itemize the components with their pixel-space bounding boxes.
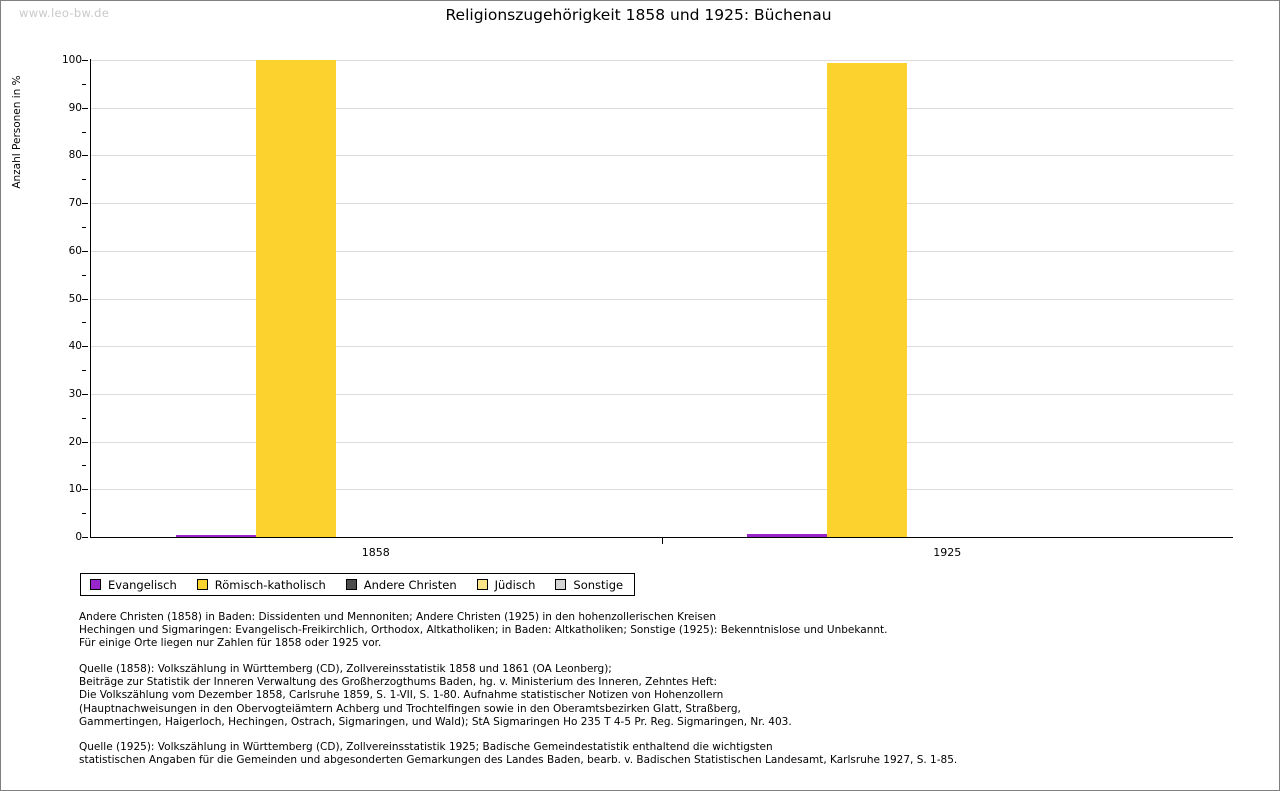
- gridline: [90, 60, 1233, 61]
- legend-item-r-misch-katholisch[interactable]: Römisch-katholisch: [196, 577, 326, 592]
- y-tick-label: 0: [75, 531, 82, 543]
- y-tick-minor: [82, 83, 86, 85]
- bar-1858-r-misch-katholisch: [255, 60, 336, 537]
- legend-label: Römisch-katholisch: [214, 577, 326, 592]
- plot-area: [90, 60, 1233, 538]
- legend-swatch-icon: [555, 579, 567, 590]
- chart-legend: Evangelisch Römisch-katholisch Andere Chri…: [80, 573, 636, 596]
- gridline: [90, 393, 1233, 395]
- x-axis-tick-labels: 1858 1925: [90, 538, 1233, 562]
- y-tick-major: [82, 298, 88, 300]
- gridline: [90, 250, 1233, 252]
- gridline: [90, 346, 1233, 348]
- legend-item-andere-christen[interactable]: Andere Christen: [345, 577, 457, 592]
- x-tick-label-1925: 1925: [933, 546, 962, 559]
- y-tick-label: 60: [68, 244, 82, 257]
- x-tick-separator: [661, 538, 663, 544]
- gridline: [90, 203, 1233, 205]
- y-tick-major: [82, 489, 88, 491]
- y-tick-minor: [82, 322, 86, 324]
- bar-1858-evangelisch: [175, 535, 256, 537]
- y-tick-major: [82, 537, 88, 538]
- y-tick-minor: [82, 370, 86, 372]
- legend-swatch-icon: [90, 579, 101, 590]
- y-tick-minor: [82, 465, 86, 467]
- footnote-source-1925: Quelle (1925): Volkszählung in Württembe…: [79, 741, 958, 767]
- y-tick-label: 70: [68, 197, 82, 210]
- y-tick-minor: [82, 417, 86, 419]
- y-tick-label: 90: [68, 101, 82, 114]
- legend-item-j-disch[interactable]: Jüdisch: [476, 577, 536, 592]
- legend-label: Jüdisch: [494, 577, 536, 592]
- y-tick-minor: [82, 131, 86, 133]
- legend-label: Evangelisch: [108, 577, 177, 592]
- y-tick-major: [82, 155, 88, 157]
- y-tick-major: [82, 346, 88, 348]
- x-axis-line: [90, 537, 1233, 538]
- y-tick-label: 80: [68, 149, 82, 162]
- y-tick-label: 10: [68, 483, 82, 496]
- legend-label: Sonstige: [573, 577, 624, 592]
- gridline: [90, 441, 1233, 443]
- gridline: [90, 489, 1233, 491]
- y-tick-major: [82, 250, 88, 252]
- y-axis-line: [90, 59, 91, 538]
- y-tick-label: 30: [68, 387, 82, 400]
- bar-1925-r-misch-katholisch: [827, 62, 908, 537]
- y-tick-minor: [82, 274, 86, 276]
- legend-swatch-icon: [196, 579, 208, 590]
- gridline: [90, 155, 1233, 157]
- y-tick-minor: [82, 513, 86, 515]
- y-tick-label: 20: [68, 435, 82, 448]
- footnote-source-1858: Quelle (1858): Volkszählung in Württembe…: [79, 663, 792, 728]
- watermark-leo-bw: www.leo-bw.de: [19, 6, 110, 20]
- y-tick-minor: [82, 179, 86, 181]
- legend-swatch-icon: [476, 579, 488, 590]
- y-axis-title: Anzahl Personen in %: [11, 75, 23, 189]
- y-tick-label: 40: [68, 340, 82, 353]
- footnote-definitions: Andere Christen (1858) in Baden: Disside…: [79, 611, 888, 650]
- page-title: Religionszugehörigkeit 1858 und 1925: Bü…: [445, 6, 832, 24]
- legend-item-evangelisch[interactable]: Evangelisch: [90, 578, 177, 592]
- y-tick-label: 100: [61, 54, 82, 66]
- y-tick-major: [82, 441, 88, 443]
- gridline: [90, 107, 1233, 109]
- y-tick-label: 50: [68, 292, 82, 305]
- legend-item-sonstige[interactable]: Sonstige: [555, 578, 623, 592]
- y-tick-minor: [82, 226, 86, 228]
- y-tick-major: [82, 60, 88, 61]
- y-tick-major: [82, 393, 88, 395]
- y-tick-major: [82, 107, 88, 109]
- bar-1925-evangelisch: [747, 534, 828, 537]
- gridline: [90, 298, 1233, 300]
- y-axis-tick-labels: 0 10 20 30 40 50 60 70 80 90 100: [50, 54, 88, 543]
- y-tick-major: [82, 203, 88, 205]
- legend-label: Andere Christen: [363, 577, 457, 592]
- legend-swatch-icon: [345, 579, 357, 590]
- x-tick-label-1858: 1858: [361, 546, 390, 559]
